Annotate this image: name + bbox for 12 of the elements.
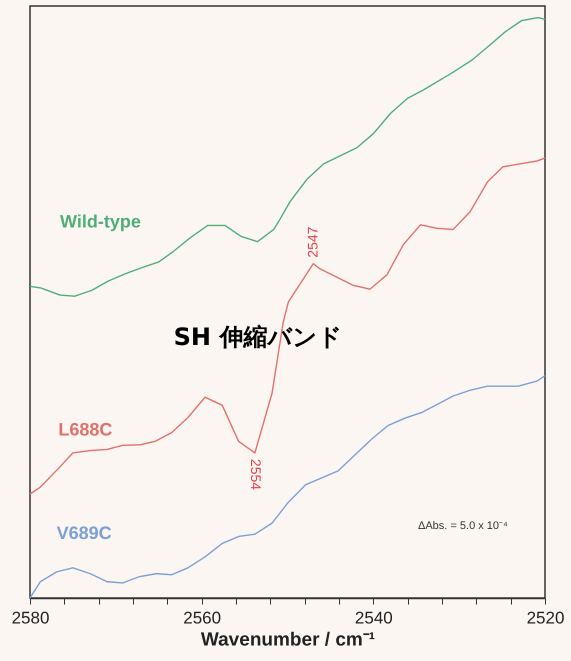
annotation: ΔAbs. = 5.0 x 10⁻⁴ — [418, 520, 508, 532]
annotation: SH 伸縮バンド — [174, 323, 342, 351]
annotation: 2547 — [304, 226, 320, 258]
x-tick-label: 2560 — [183, 608, 222, 628]
x-axis-title: Wavenumber / cm⁻¹ — [200, 630, 376, 650]
series-label: Wild-type — [60, 211, 141, 232]
series-label: V689C — [56, 523, 112, 544]
series-label: L688C — [58, 419, 112, 440]
x-tick-label: 2540 — [354, 608, 393, 628]
annotation: 2554 — [248, 458, 264, 490]
x-tick-label: 2520 — [526, 608, 564, 628]
x-tick-label: 2580 — [12, 608, 50, 628]
